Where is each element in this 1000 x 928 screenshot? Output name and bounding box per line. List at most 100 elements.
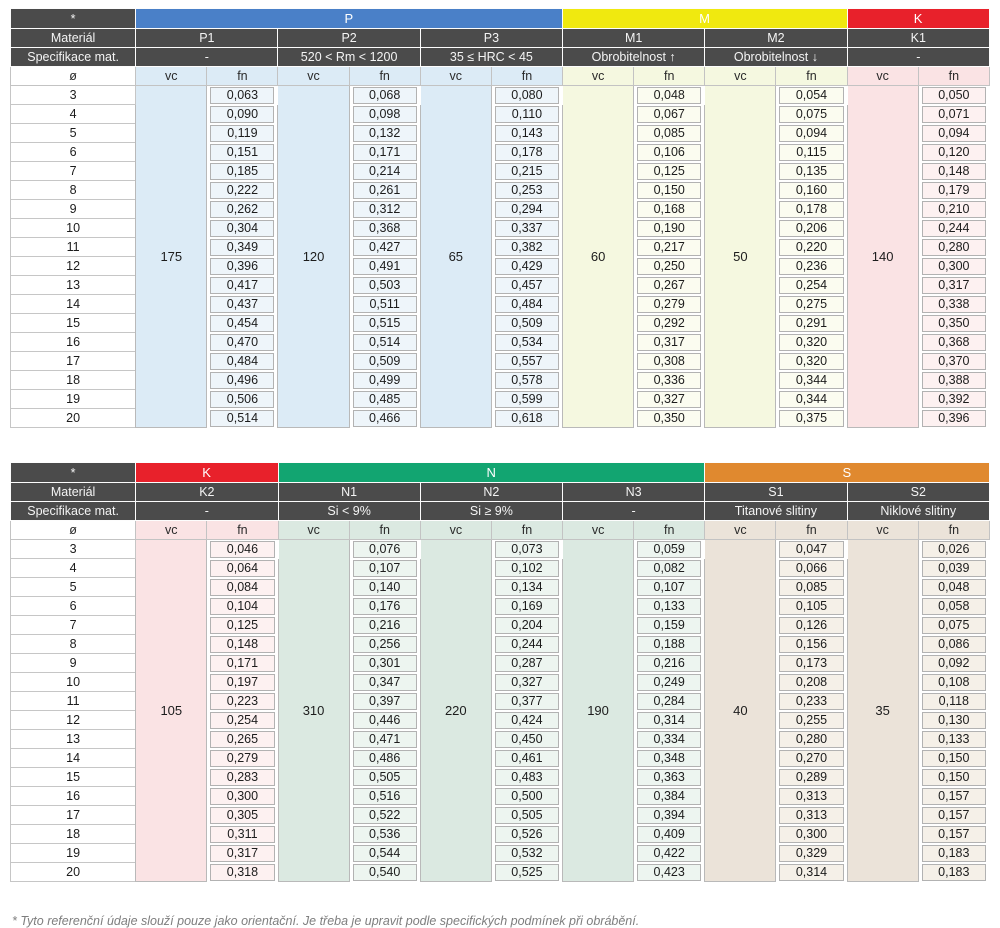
fn-cell: 0,437 [206,294,279,314]
fn-cell: 0,454 [206,313,279,333]
fn-value: 0,150 [921,750,986,767]
diameter-header: ø [9,66,137,86]
fn-value: 0,216 [637,655,702,672]
fn-value: 0,047 [779,541,844,558]
fn-value: 0,171 [352,144,417,161]
fn-value: 0,300 [779,826,844,843]
fn-value: 0,287 [494,655,559,672]
diameter-cell: 13 [9,275,137,295]
fn-value: 0,223 [210,693,275,710]
fn-cell: 0,327 [490,672,564,692]
fn-value: 0,300 [921,258,986,275]
spec-row-label: Specifikace mat. [9,47,137,67]
fn-value: 0,176 [352,598,417,615]
fn-cell: 0,484 [490,294,564,314]
fn-value: 0,126 [779,617,844,634]
fn-value: 0,429 [494,258,560,275]
corner-asterisk: * [9,8,137,29]
fn-value: 0,437 [210,296,275,313]
diameter-cell: 16 [9,786,137,806]
fn-cell: 0,525 [490,862,564,882]
fn-value: 0,267 [637,277,702,294]
corner-asterisk: * [9,462,137,483]
diameter-cell: 15 [9,313,137,333]
fn-value: 0,106 [637,144,702,161]
fn-value: 0,130 [921,712,986,729]
diameter-cell: 19 [9,843,137,863]
fn-value: 0,534 [494,334,560,351]
vc-subheader: vc [846,520,919,540]
fn-value: 0,314 [779,864,844,881]
fn-value: 0,220 [779,239,844,256]
diameter-cell: 10 [9,672,137,692]
fn-value: 0,150 [921,769,986,786]
fn-cell: 0,176 [348,596,421,616]
fn-value: 0,294 [494,201,560,218]
fn-value: 0,075 [921,617,986,634]
fn-cell: 0,254 [775,275,848,295]
fn-value: 0,314 [637,712,702,729]
fn-value: 0,505 [494,807,559,824]
fn-cell: 0,450 [490,729,564,749]
fn-cell: 0,253 [490,180,564,200]
diameter-cell: 14 [9,748,137,768]
fn-cell: 0,064 [206,558,279,578]
fn-value: 0,280 [779,731,844,748]
fn-cell: 0,394 [633,805,706,825]
group-header-m: M [562,8,848,29]
fn-value: 0,048 [921,579,986,596]
spec-header-p3: 35 ≤ HRC < 45 [419,47,564,67]
fn-cell: 0,216 [348,615,421,635]
diameter-cell: 8 [9,634,137,654]
fn-value: 0,071 [921,106,986,123]
material-header-p3: P3 [419,28,564,48]
fn-value: 0,054 [779,87,844,104]
fn-cell: 0,250 [633,256,706,276]
fn-value: 0,422 [637,845,702,862]
fn-value: 0,344 [779,372,844,389]
fn-cell: 0,422 [633,843,706,863]
diameter-cell: 17 [9,805,137,825]
fn-value: 0,076 [352,541,417,558]
fn-cell: 0,171 [206,653,279,673]
fn-cell: 0,466 [348,408,421,428]
diameter-cell: 18 [9,824,137,844]
group-header-k: K [135,462,279,483]
vc-value-cell-p1: 175 [135,85,208,428]
fn-cell: 0,236 [775,256,848,276]
fn-cell: 0,289 [775,767,848,787]
fn-cell: 0,368 [917,332,991,352]
fn-cell: 0,534 [490,332,564,352]
fn-value: 0,599 [494,391,560,408]
fn-value: 0,236 [779,258,844,275]
diameter-cell: 9 [9,653,137,673]
fn-cell: 0,265 [206,729,279,749]
fn-cell: 0,409 [633,824,706,844]
fn-value: 0,368 [352,220,417,237]
fn-cell: 0,536 [348,824,421,844]
fn-cell: 0,156 [775,634,848,654]
fn-cell: 0,047 [775,539,848,559]
fn-value: 0,334 [637,731,702,748]
fn-value: 0,484 [494,296,560,313]
fn-value: 0,375 [779,410,844,427]
material-row-label: Materiál [9,482,137,502]
fn-cell: 0,115 [775,142,848,162]
fn-cell: 0,105 [775,596,848,616]
fn-value: 0,256 [352,636,417,653]
fn-cell: 0,256 [348,634,421,654]
fn-cell: 0,300 [206,786,279,806]
fn-value: 0,470 [210,334,275,351]
fn-value: 0,085 [637,125,702,142]
fn-value: 0,514 [210,410,275,427]
fn-value: 0,514 [352,334,417,351]
material-header-n2: N2 [419,482,564,502]
fn-cell: 0,148 [917,161,991,181]
fn-cell: 0,350 [917,313,991,333]
fn-value: 0,064 [210,560,275,577]
fn-cell: 0,249 [633,672,706,692]
fn-cell: 0,183 [917,862,991,882]
fn-cell: 0,223 [206,691,279,711]
diameter-cell: 12 [9,256,137,276]
